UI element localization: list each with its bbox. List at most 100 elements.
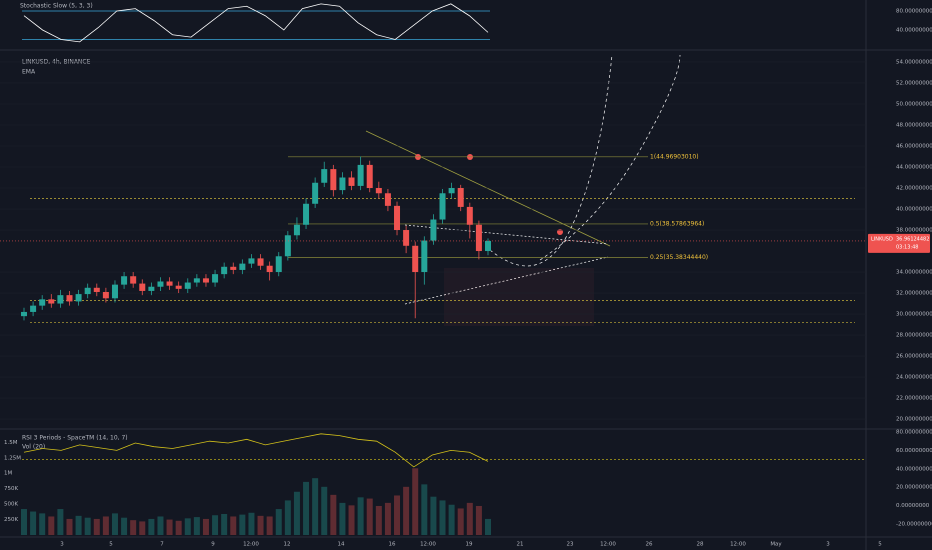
range-box [444,268,594,326]
volume-tick-label: 1M [4,471,12,477]
volume-bar [139,521,146,535]
volume-bar [230,516,237,535]
volume-bar [148,518,155,535]
candle-body [221,266,228,275]
candle-body [312,182,319,204]
candle-body [248,258,255,264]
time-tick-label: 3 [826,542,830,548]
projection-curve [489,54,613,267]
volume-bar [84,517,91,535]
volume-bar [384,502,391,535]
candle-body [375,188,382,194]
volume-bar [221,514,228,535]
price-tick-label: 34.00000000 [896,270,932,276]
candle-body [330,169,337,191]
time-tick-label: 26 [646,542,653,548]
stoch-tick-label: 40.00000000 [896,27,932,33]
candle-body [230,266,237,270]
candle-body [111,284,118,299]
time-tick-label: 19 [466,542,473,548]
time-tick-label: 12:00 [730,542,746,548]
price-tick-label: 28.00000000 [896,333,932,339]
rsi-tick-label: 20.00000000 [896,485,932,491]
indicator-title: EMA [22,69,36,76]
candle-body [57,295,64,304]
volume-bar [275,509,282,535]
fib-label: 0.5(38.57863964) [650,220,704,227]
volume-bar [430,496,437,535]
candle-body [39,299,46,306]
volume-bar [421,484,428,535]
volume-bar [466,502,473,535]
candle-body [212,274,219,283]
time-tick-label: 12 [284,542,291,548]
volume-bar [257,515,264,535]
price-tick-label: 54.00000000 [896,59,932,65]
price-tick-label: 46.00000000 [896,144,932,150]
price-tick-label: 26.00000000 [896,354,932,360]
volume-bar [21,509,27,535]
rsi-tick-label: 60.00000000 [896,448,932,454]
volume-bar [303,481,310,535]
candle-body [475,224,482,252]
candle-body [93,287,100,292]
candle-body [102,291,109,299]
volume-bar [312,478,319,535]
candle-body [403,230,410,246]
volume-bar [366,498,373,535]
volume-tick-label: 250K [4,517,18,523]
price-tick-label: 40.00000000 [896,207,932,213]
candle-body [48,299,55,304]
time-tick-label: 12:00 [600,542,616,548]
volume-bar [485,518,491,535]
candle-body [193,278,200,283]
time-tick-label: May [770,542,782,548]
volume-bar [48,516,55,535]
volume-bar [30,511,37,535]
price-tick-label: 22.00000000 [896,396,932,402]
volume-bar [330,494,337,535]
candle-body [121,276,128,285]
volume-bar [457,508,464,535]
fib-label: 1(44.96903010) [650,153,699,160]
volume-bar [357,497,364,535]
candle-body [421,240,428,273]
candle-body [485,240,491,252]
volume-bar [75,515,82,535]
candle-body [430,219,437,241]
time-tick-label: 14 [338,542,345,548]
candle-body [75,294,82,302]
rsi-tick-label: -20.00000000 [896,522,932,528]
time-tick-label: 23 [567,542,574,548]
volume-bar [403,486,410,535]
volume-bar [175,520,182,535]
volume-bar [93,518,100,535]
candle-body [202,278,209,283]
candle-body [166,281,173,286]
volume-bar [266,516,273,535]
price-tick-label: 50.00000000 [896,101,932,107]
candle-body [284,235,291,257]
volume-bar [166,519,173,535]
time-tick-label: 12:00 [420,542,436,548]
volume-bar [193,517,200,535]
volume-bar [448,504,455,535]
volume-tick-label: 1.25M [4,455,21,461]
volume-bar [111,513,118,535]
price-tick-label: 32.00000000 [896,291,932,297]
volume-bar [412,468,419,535]
candle-body [139,283,146,291]
price-tag [868,233,930,253]
candle-body [257,258,264,266]
trend-line [404,256,609,305]
trend-line [404,224,609,245]
rsi-tick-label: 0.00000000 [896,503,930,509]
price-tag-countdown: 03:13:48 [896,244,918,250]
price-tick-label: 20.00000000 [896,417,932,423]
price-tick-label: 48.00000000 [896,122,932,128]
volume-bar [475,505,482,535]
rsi-tick-label: 80.00000000 [896,429,932,435]
time-tick-label: 16 [389,542,396,548]
